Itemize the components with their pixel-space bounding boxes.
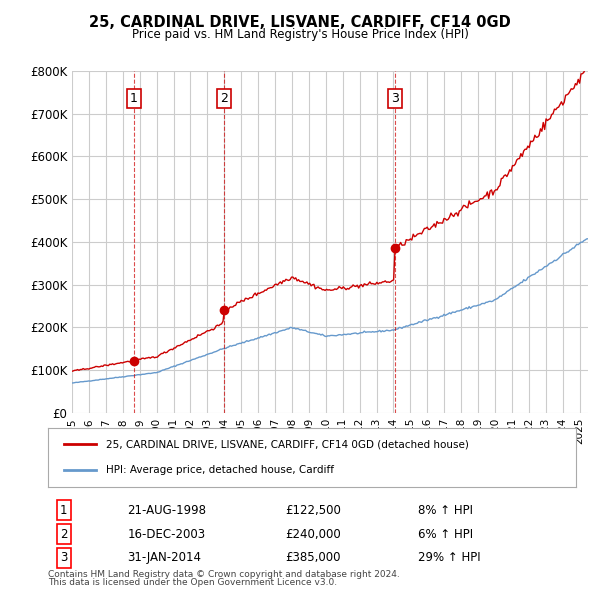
Text: 29% ↑ HPI: 29% ↑ HPI bbox=[418, 552, 480, 565]
Text: This data is licensed under the Open Government Licence v3.0.: This data is licensed under the Open Gov… bbox=[48, 578, 337, 587]
Text: 1: 1 bbox=[130, 91, 137, 104]
Text: £240,000: £240,000 bbox=[286, 527, 341, 540]
Text: 3: 3 bbox=[391, 91, 399, 104]
Text: £122,500: £122,500 bbox=[286, 504, 341, 517]
Text: 6% ↑ HPI: 6% ↑ HPI bbox=[418, 527, 473, 540]
Text: Price paid vs. HM Land Registry's House Price Index (HPI): Price paid vs. HM Land Registry's House … bbox=[131, 28, 469, 41]
Text: 21-AUG-1998: 21-AUG-1998 bbox=[127, 504, 206, 517]
Text: 16-DEC-2003: 16-DEC-2003 bbox=[127, 527, 205, 540]
Text: 2: 2 bbox=[60, 527, 68, 540]
Text: £385,000: £385,000 bbox=[286, 552, 341, 565]
Text: 1: 1 bbox=[60, 504, 68, 517]
Text: 31-JAN-2014: 31-JAN-2014 bbox=[127, 552, 201, 565]
Text: 3: 3 bbox=[60, 552, 68, 565]
Text: Contains HM Land Registry data © Crown copyright and database right 2024.: Contains HM Land Registry data © Crown c… bbox=[48, 571, 400, 579]
Text: 25, CARDINAL DRIVE, LISVANE, CARDIFF, CF14 0GD: 25, CARDINAL DRIVE, LISVANE, CARDIFF, CF… bbox=[89, 15, 511, 30]
Text: HPI: Average price, detached house, Cardiff: HPI: Average price, detached house, Card… bbox=[106, 466, 334, 475]
Text: 8% ↑ HPI: 8% ↑ HPI bbox=[418, 504, 473, 517]
Text: 2: 2 bbox=[220, 91, 227, 104]
Text: 25, CARDINAL DRIVE, LISVANE, CARDIFF, CF14 0GD (detached house): 25, CARDINAL DRIVE, LISVANE, CARDIFF, CF… bbox=[106, 440, 469, 449]
